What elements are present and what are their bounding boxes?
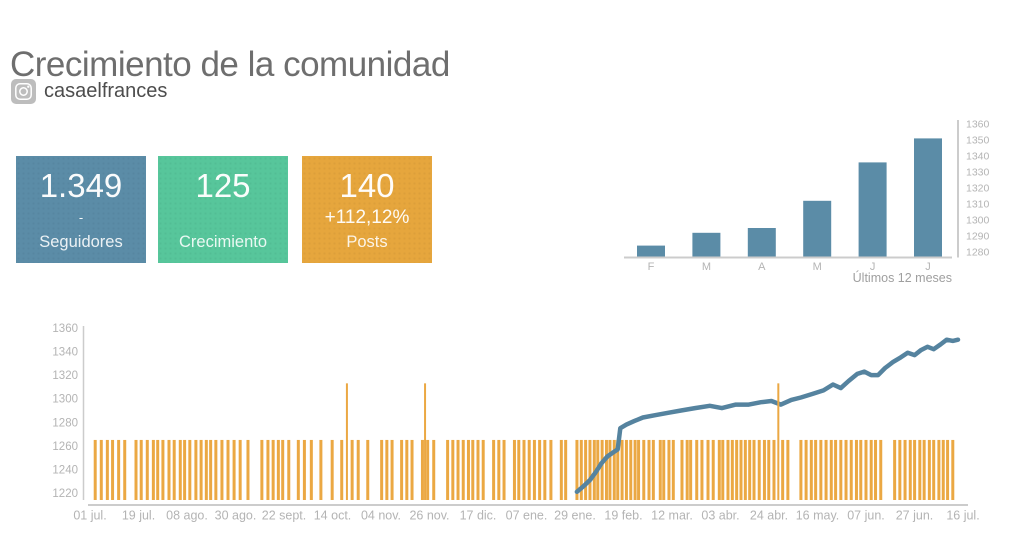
svg-text:04 nov.: 04 nov. bbox=[361, 509, 401, 523]
svg-text:1260: 1260 bbox=[52, 441, 78, 453]
stat-card-crecimiento: 125 Crecimiento bbox=[158, 156, 288, 263]
growth-timeline-chart-svg: 1360 1340 1320 1300 1280 1260 1240 1220 01 jul. 1… bbox=[52, 323, 979, 523]
svg-text:1340: 1340 bbox=[966, 151, 990, 163]
page-title: Crecimiento de la comunidad bbox=[10, 45, 450, 85]
growth-value: 125 bbox=[195, 167, 251, 204]
svg-text:F: F bbox=[648, 261, 655, 273]
posts-value: 140 bbox=[339, 167, 395, 204]
posts-label: Posts bbox=[346, 233, 388, 251]
account-row: casaelfrances bbox=[11, 79, 167, 104]
svg-text:1350: 1350 bbox=[966, 135, 990, 147]
svg-text:1280: 1280 bbox=[966, 247, 990, 259]
svg-text:29 ene.: 29 ene. bbox=[554, 509, 596, 523]
svg-text:12 mar.: 12 mar. bbox=[651, 509, 693, 523]
svg-text:27 jun.: 27 jun. bbox=[896, 509, 934, 523]
svg-text:1340: 1340 bbox=[52, 347, 78, 359]
svg-text:Últimos 12 meses: Últimos 12 meses bbox=[853, 270, 952, 285]
account-name: casaelfrances bbox=[44, 80, 168, 102]
svg-text:14 oct.: 14 oct. bbox=[314, 509, 352, 523]
stat-card-seguidores: 1.349 - Seguidores bbox=[16, 156, 146, 263]
svg-text:17 dic.: 17 dic. bbox=[460, 509, 497, 523]
svg-text:1300: 1300 bbox=[966, 215, 990, 227]
svg-text:J: J bbox=[925, 261, 931, 273]
svg-text:1220: 1220 bbox=[52, 488, 78, 500]
svg-text:1240: 1240 bbox=[52, 464, 78, 476]
svg-text:A: A bbox=[758, 261, 766, 273]
followers-label: Seguidores bbox=[39, 233, 123, 251]
svg-text:19 jul.: 19 jul. bbox=[122, 509, 155, 523]
growth-delta bbox=[158, 205, 288, 230]
svg-text:24 abr.: 24 abr. bbox=[750, 509, 788, 523]
followers-delta: - bbox=[78, 210, 84, 225]
svg-text:1310: 1310 bbox=[966, 199, 990, 211]
svg-text:07 ene.: 07 ene. bbox=[506, 509, 548, 523]
svg-text:M: M bbox=[702, 261, 711, 273]
svg-text:30 ago.: 30 ago. bbox=[215, 509, 257, 523]
stat-cards: 1.349 - Seguidores 125 Crecimiento 140 +… bbox=[0, 156, 460, 263]
growth-timeline-chart: 1360 1340 1320 1300 1280 1260 1240 1220 01 jul. 1… bbox=[40, 320, 1000, 536]
svg-text:07 jun.: 07 jun. bbox=[847, 509, 885, 523]
monthly-bar-chart: F M A M J J 1280 1290 1300 1310 1320 1330 1340 1350 13… bbox=[612, 112, 1012, 292]
instagram-icon bbox=[11, 79, 36, 104]
svg-text:16 jul.: 16 jul. bbox=[946, 509, 979, 523]
svg-text:1300: 1300 bbox=[52, 394, 78, 406]
svg-text:26 nov.: 26 nov. bbox=[409, 509, 449, 523]
svg-text:03 abr.: 03 abr. bbox=[701, 509, 739, 523]
svg-text:1320: 1320 bbox=[52, 370, 78, 382]
svg-text:19 feb.: 19 feb. bbox=[604, 509, 642, 523]
followers-value: 1.349 bbox=[39, 167, 123, 204]
posts-delta: +112,12% bbox=[324, 207, 410, 228]
svg-text:1360: 1360 bbox=[966, 119, 990, 131]
growth-label: Crecimiento bbox=[178, 233, 268, 251]
stat-card-posts: 140 +112,12% Posts bbox=[302, 156, 432, 263]
svg-text:1360: 1360 bbox=[52, 323, 78, 335]
svg-text:1280: 1280 bbox=[52, 417, 78, 429]
svg-text:1330: 1330 bbox=[966, 167, 990, 179]
svg-text:1290: 1290 bbox=[966, 231, 990, 243]
monthly-bar-chart-svg: F M A M J J 1280 1290 1300 1310 1320 1330 1340 1350 13… bbox=[624, 119, 990, 285]
svg-text:J: J bbox=[870, 261, 876, 273]
svg-text:M: M bbox=[813, 261, 822, 273]
svg-text:08 ago.: 08 ago. bbox=[166, 509, 208, 523]
svg-text:01 jul.: 01 jul. bbox=[73, 509, 106, 523]
svg-text:1320: 1320 bbox=[966, 183, 990, 195]
svg-text:22 sept.: 22 sept. bbox=[262, 509, 306, 523]
svg-text:16 may.: 16 may. bbox=[796, 509, 840, 523]
